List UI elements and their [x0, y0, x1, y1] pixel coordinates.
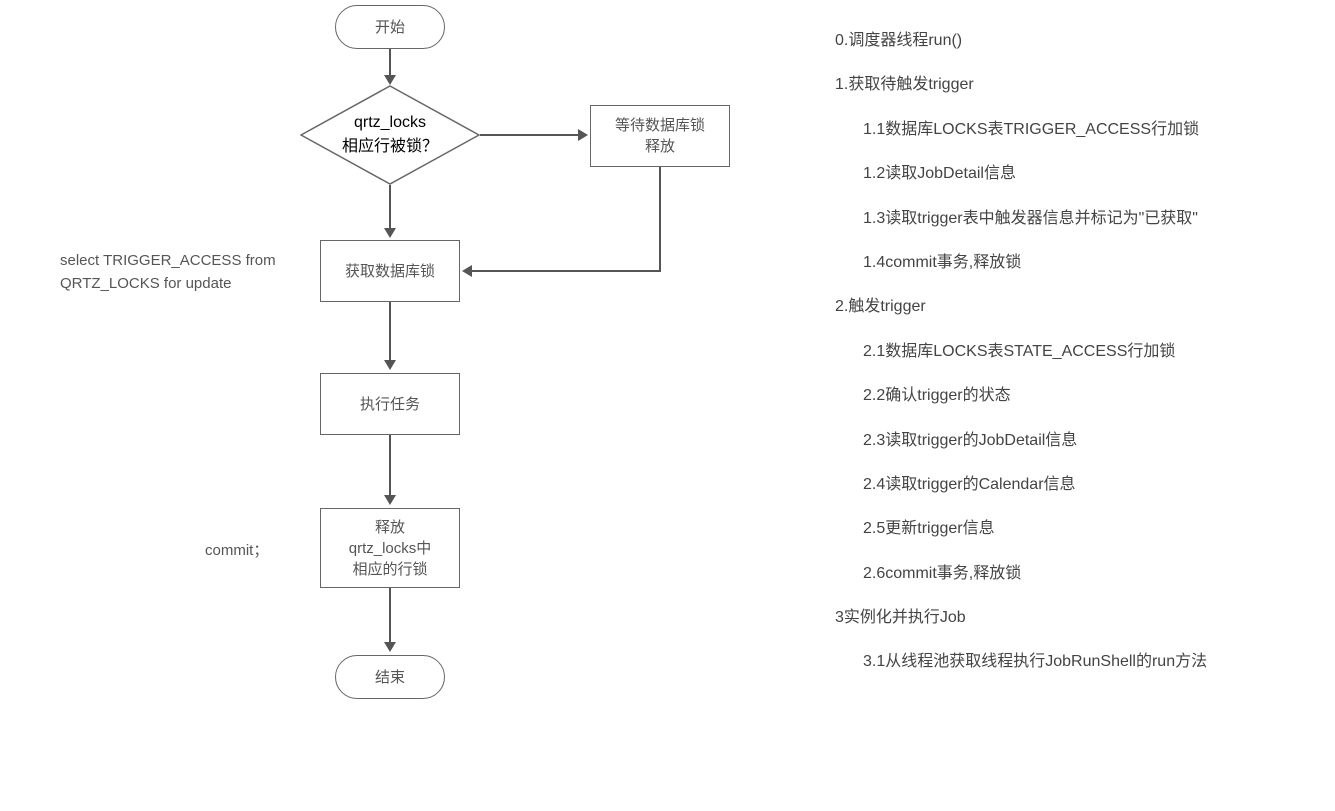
execute-label: 执行任务	[360, 394, 420, 415]
edge-execute-release	[389, 435, 391, 497]
side-label-select: select TRIGGER_ACCESS from QRTZ_LOCKS fo…	[60, 250, 276, 295]
step-item: 2.5更新trigger信息	[835, 518, 1325, 540]
step-text: 2.5更新trigger信息	[863, 520, 995, 537]
node-acquire: 获取数据库锁	[320, 240, 460, 302]
edge-wait-acquire-h	[472, 270, 661, 272]
edge-decision-acquire	[389, 185, 391, 230]
step-item: 1.4commit事务,释放锁	[835, 252, 1325, 274]
step-text: 2.3读取trigger的JobDetail信息	[863, 432, 1077, 449]
node-start: 开始	[335, 5, 445, 49]
decision-line2: 相应行被锁？	[342, 138, 438, 155]
edge-decision-wait	[480, 134, 580, 136]
step-text: 2.触发trigger	[835, 298, 926, 315]
edge-wait-acquire-v	[659, 167, 661, 272]
arrowhead-start-decision	[384, 75, 396, 85]
wait-line2: 释放	[645, 138, 675, 155]
commit-text: commit；	[205, 542, 268, 559]
step-text: 1.获取待触发trigger	[835, 76, 974, 93]
acquire-label: 获取数据库锁	[345, 261, 435, 282]
node-decision-label: qrtz_locks 相应行被锁？	[300, 85, 480, 185]
select-line2: QRTZ_LOCKS for update	[60, 275, 231, 292]
step-text: 1.2读取JobDetail信息	[863, 165, 1016, 182]
step-text: 3.1从线程池获取线程执行JobRunShell的run方法	[863, 653, 1207, 670]
node-wait: 等待数据库锁 释放	[590, 105, 730, 167]
step-text: 2.1数据库LOCKS表STATE_ACCESS行加锁	[863, 343, 1175, 360]
step-text: 1.1数据库LOCKS表TRIGGER_ACCESS行加锁	[863, 121, 1199, 138]
decision-line1: qrtz_locks	[354, 114, 426, 131]
step-item: 2.4读取trigger的Calendar信息	[835, 474, 1325, 496]
arrowhead-release-end	[384, 642, 396, 652]
node-release: 释放 qrtz_locks中 相应的行锁	[320, 508, 460, 588]
step-text: 1.4commit事务,释放锁	[863, 254, 1021, 271]
arrowhead-decision-acquire	[384, 228, 396, 238]
release-line3: 相应的行锁	[352, 561, 427, 578]
flowchart-canvas: 开始 qrtz_locks 相应行被锁？ 等待数据库锁 释放 获取数据库锁	[0, 0, 800, 811]
step-item: 2.触发trigger	[835, 296, 1325, 318]
edge-release-end	[389, 588, 391, 644]
step-text: 2.6commit事务,释放锁	[863, 565, 1021, 582]
step-item: 3.1从线程池获取线程执行JobRunShell的run方法	[835, 651, 1325, 673]
step-item: 1.3读取trigger表中触发器信息并标记为"已获取"	[835, 208, 1325, 230]
step-item: 1.1数据库LOCKS表TRIGGER_ACCESS行加锁	[835, 119, 1325, 141]
step-item: 2.6commit事务,释放锁	[835, 563, 1325, 585]
steps-list: 0.调度器线程run() 1.获取待触发trigger 1.1数据库LOCKS表…	[835, 30, 1325, 696]
end-label: 结束	[375, 667, 405, 688]
node-end: 结束	[335, 655, 445, 699]
arrowhead-acquire-execute	[384, 360, 396, 370]
release-line1: 释放	[375, 519, 405, 536]
step-item: 2.3读取trigger的JobDetail信息	[835, 430, 1325, 452]
step-text: 0.调度器线程run()	[835, 32, 962, 49]
edge-acquire-execute	[389, 302, 391, 362]
edge-start-decision	[389, 49, 391, 77]
step-item: 0.调度器线程run()	[835, 30, 1325, 52]
arrowhead-execute-release	[384, 495, 396, 505]
wait-line1: 等待数据库锁	[615, 117, 705, 134]
step-item: 2.1数据库LOCKS表STATE_ACCESS行加锁	[835, 341, 1325, 363]
arrowhead-decision-wait	[578, 129, 588, 141]
arrowhead-wait-acquire	[462, 265, 472, 277]
node-execute: 执行任务	[320, 373, 460, 435]
step-item: 2.2确认trigger的状态	[835, 385, 1325, 407]
node-start-label: 开始	[375, 17, 405, 38]
step-text: 3实例化并执行Job	[835, 609, 966, 626]
release-line2: qrtz_locks中	[349, 540, 432, 557]
side-label-commit: commit；	[205, 540, 268, 563]
step-item: 3实例化并执行Job	[835, 607, 1325, 629]
step-text: 1.3读取trigger表中触发器信息并标记为"已获取"	[863, 210, 1198, 227]
step-text: 2.2确认trigger的状态	[863, 387, 1011, 404]
select-line1: select TRIGGER_ACCESS from	[60, 252, 276, 269]
node-decision: qrtz_locks 相应行被锁？	[300, 85, 480, 185]
step-text: 2.4读取trigger的Calendar信息	[863, 476, 1076, 493]
step-item: 1.2读取JobDetail信息	[835, 163, 1325, 185]
step-item: 1.获取待触发trigger	[835, 74, 1325, 96]
